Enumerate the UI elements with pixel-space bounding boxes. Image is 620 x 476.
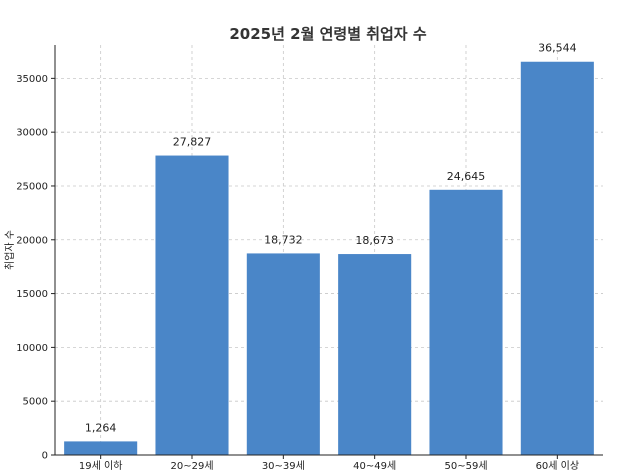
x-tick-label: 50~59세 [444,460,487,472]
bar [338,254,412,455]
y-tick-label: 10000 [16,343,48,354]
bar-value-label: 18,673 [355,234,394,247]
y-tick-label: 20000 [16,235,48,246]
bar [520,61,594,456]
bar [64,441,138,455]
y-tick-label: 30000 [16,128,48,139]
bar-layer [64,61,594,456]
bar-value-label: 27,827 [173,136,212,149]
bar-value-label: 24,645 [447,170,486,183]
x-tick-label: 20~29세 [170,460,213,472]
bar-value-label: 36,544 [538,42,577,55]
x-tick-label: 60세 이상 [536,460,580,472]
bar-value-label: 18,732 [264,233,303,246]
chart-title: 2025년 2월 연령별 취업자 수 [229,25,426,43]
tick-layer: 0 5000 10000 15000 20000 25000 30000 35000 19세 이… [16,74,579,472]
x-tick-label: 30~39세 [262,460,305,472]
bar [155,155,229,455]
y-tick-label: 35000 [16,74,48,85]
x-tick-label: 40~49세 [353,460,396,472]
bar [246,253,320,455]
y-tick-label: 25000 [16,181,48,192]
y-tick-label: 15000 [16,289,48,300]
x-tick-label: 19세 이하 [79,459,123,472]
data-label-layer: 1,264 27,827 18,732 18,673 24,645 36,544 [85,42,577,435]
bar-value-label: 1,264 [85,421,117,434]
y-tick-label: 5000 [23,397,48,408]
y-axis-label: 취업자 수 [3,230,16,270]
axis-layer [54,45,603,456]
y-tick-label: 0 [42,451,48,462]
bar [429,189,503,456]
